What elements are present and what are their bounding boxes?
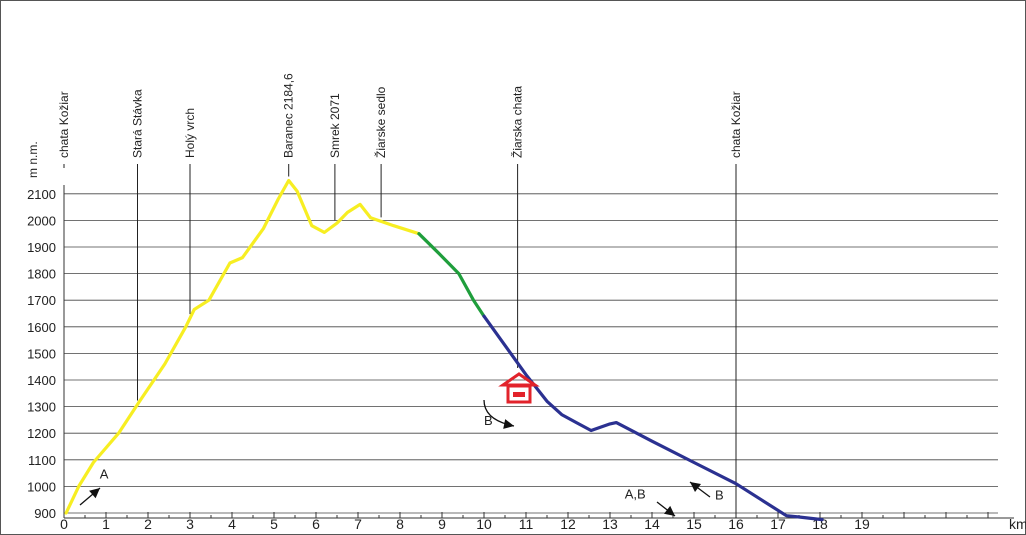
- x-tick-label: 7: [354, 516, 362, 532]
- direction-arrow-icon: [656, 501, 676, 517]
- x-tick-label: 5: [270, 516, 278, 532]
- annotation-label: A: [100, 466, 109, 481]
- x-tick-label: 4: [228, 516, 236, 532]
- y-tick-label: 1300: [27, 400, 56, 415]
- y-axis-ticks: 900 1000 1100 1200 1300 1400 1500 1600 1700 1800 1…: [27, 187, 56, 521]
- x-axis-ticks: 0 1 2 3 4 5 6 7 8 9 10 11 12 13 14 15 16 17 18 19: [60, 512, 1014, 532]
- profile-segment: [417, 232, 486, 318]
- landmark-markers: chata Kožiar Stará Stávka Holý vrch Baranec…: [57, 73, 743, 518]
- route-annotations: A B A,B B: [79, 399, 724, 517]
- x-tick-label: 1: [102, 516, 110, 532]
- x-tick-label: 10: [476, 516, 492, 532]
- annotation-label: A,B: [625, 486, 646, 501]
- y-tick-label: 1400: [27, 373, 56, 388]
- y-tick-label: 1100: [28, 453, 56, 468]
- x-tick-label: 3: [186, 516, 194, 532]
- x-tick-label: 12: [560, 516, 576, 532]
- landmark-label: chata Kožiar: [57, 91, 71, 158]
- y-tick-label: 1500: [27, 346, 56, 361]
- x-tick-label: 6: [312, 516, 320, 532]
- annotation-label: B: [484, 413, 493, 428]
- hut-icon: [498, 372, 540, 404]
- x-tick-label: 13: [602, 516, 618, 532]
- x-tick-label: 9: [438, 516, 446, 532]
- y-tick-label: 1000: [27, 479, 56, 494]
- hut-window: [513, 392, 525, 397]
- y-tick-label: 1200: [27, 426, 56, 441]
- y-tick-label: 1700: [27, 293, 56, 308]
- annotation-label: B: [715, 488, 724, 503]
- profile-segment: [64, 178, 421, 515]
- x-tick-label: 0: [60, 516, 68, 532]
- y-tick-label: 1900: [27, 240, 56, 255]
- x-tick-label: 14: [644, 516, 660, 532]
- direction-arrow-icon: [79, 487, 101, 506]
- y-tick-label: 2000: [27, 213, 56, 228]
- x-tick-label: 11: [519, 516, 534, 532]
- y-axis-label: m n.m.: [26, 141, 40, 178]
- landmark-label: Holý vrch: [183, 108, 197, 158]
- y-tick-label: 1800: [27, 267, 56, 282]
- y-tick-label: 900: [34, 506, 56, 521]
- landmark-label: Stará Stávka: [131, 89, 145, 158]
- landmark-label: Žiarske sedlo: [373, 86, 388, 158]
- y-tick-label: 1600: [27, 320, 56, 335]
- x-tick-label: 19: [854, 516, 870, 532]
- direction-arrow-icon: [483, 399, 515, 429]
- x-tick-label: 17: [770, 516, 786, 532]
- x-tick-label: 16: [728, 516, 744, 532]
- x-tick-label: 2: [144, 516, 152, 532]
- x-tick-label: 8: [396, 516, 404, 532]
- landmark-label: Smrek 2071: [328, 93, 342, 158]
- landmark-label: chata Kožiar: [729, 91, 743, 158]
- y-tick-label: 2100: [27, 187, 56, 202]
- direction-arrow-icon: [689, 481, 711, 498]
- x-axis-label: km: [1009, 516, 1026, 532]
- x-tick-label: 15: [686, 516, 702, 532]
- landmark-label: Baranec 2184,6: [282, 73, 296, 158]
- landmark-label: Žiarska chata: [510, 86, 525, 158]
